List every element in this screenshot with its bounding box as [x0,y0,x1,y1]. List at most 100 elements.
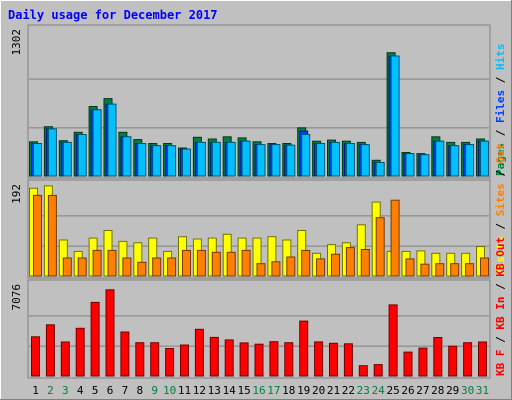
bar-sites-day-6 [107,249,117,277]
chart-panels: 1302 Pages / Files / Hits 192 Visits / Site… [10,24,507,379]
bar-pages-day-6 [107,103,117,177]
x-tick-label-day-28: 28 [431,384,444,397]
bar-kb-f-day-6 [105,289,115,377]
x-tick-label-day-15: 15 [237,384,250,397]
bar-sites-day-26 [405,258,415,277]
x-tick-label-day-31: 31 [476,384,489,397]
x-tick-label-day-7: 7 [122,384,129,397]
bar-pages-day-22 [345,143,355,177]
x-tick-label-day-1: 1 [32,384,39,397]
x-tick-label-day-21: 21 [327,384,340,397]
x-tick-label-day-2: 2 [47,384,54,397]
bar-sites-day-24 [375,217,385,277]
bar-sites-day-27 [420,263,430,277]
panel-visitors: 192 Visits / Sites / Out [10,144,507,279]
legend-entry: Files [494,90,507,123]
bar-sites-day-1 [33,194,42,277]
bar-sites-day-4 [77,257,87,277]
bar-pages-day-11 [182,148,191,177]
bar-pages-day-17 [271,144,281,177]
bar-pages-day-29 [450,145,460,177]
bar-sites-day-30 [465,263,475,277]
legend-separator: / [494,163,507,183]
bar-sites-day-11 [182,249,191,277]
bar-sites-day-31 [480,257,489,277]
bar-sites-day-21 [331,253,340,277]
panel-visitors-ymax-label: 192 [10,184,23,204]
bar-sites-day-14 [226,251,236,277]
bar-kb-f-day-13 [209,336,219,377]
bar-sites-day-20 [316,258,326,277]
x-tick-label-day-5: 5 [92,384,99,397]
bar-sites-day-12 [196,249,206,277]
bar-pages-day-23 [360,144,370,177]
bar-kb-f-day-30 [463,342,473,377]
bar-sites-day-5 [92,249,102,277]
bar-pages-day-20 [316,143,326,177]
bar-sites-day-9 [152,257,162,277]
bar-kb-f-day-20 [314,341,324,377]
bar-pages-day-2 [47,128,57,177]
bar-kb-f-day-16 [254,343,264,377]
x-tick-label-day-24: 24 [372,384,386,397]
bar-kb-f-day-22 [343,343,353,377]
bar-kb-f-day-5 [90,301,100,377]
bar-pages-day-14 [226,141,236,177]
bar-kb-f-day-31 [478,341,487,377]
x-tick-label-day-10: 10 [163,384,176,397]
x-tick-label-day-6: 6 [107,384,114,397]
bar-pages-day-8 [137,143,147,177]
legend-separator: / [494,330,507,350]
bar-kb-f-day-7 [120,331,130,377]
legend-entry: Pages [494,143,507,176]
bar-sites-day-7 [122,257,132,277]
bar-pages-day-5 [92,109,102,177]
bar-pages-day-28 [435,140,445,177]
legend-separator: / [494,123,507,143]
bar-pages-day-15 [241,140,251,177]
bar-kb-f-day-21 [329,342,338,377]
bar-pages-day-30 [465,144,475,177]
bar-sites-day-23 [360,249,370,277]
bar-kb-f-day-1 [31,336,40,377]
bar-pages-day-12 [196,141,206,177]
bar-kb-f-day-18 [284,342,294,377]
x-tick-label-day-18: 18 [282,384,295,397]
bar-pages-day-10 [167,145,177,177]
bar-kb-f-day-12 [194,328,204,377]
x-tick-label-day-22: 22 [342,384,355,397]
legend-entry: Visits [494,236,507,276]
bar-pages-day-19 [301,134,311,177]
bar-kb-f-day-2 [45,324,55,377]
bar-pages-day-24 [375,162,385,177]
panel-kbytes-ymax-label: 7076 [10,284,23,311]
bar-kb-f-day-29 [448,345,458,377]
bar-pages-day-25 [390,55,400,177]
legend-separator: / [494,277,507,297]
x-tick-label-day-17: 17 [267,384,280,397]
bar-sites-day-2 [47,194,57,277]
bar-sites-day-8 [137,261,147,277]
legend-entry: KB Out [494,237,507,277]
bar-kb-f-day-9 [150,342,160,377]
legend-entry: Hits [494,44,507,71]
bar-sites-day-29 [450,263,460,277]
x-tick-label-day-26: 26 [401,384,414,397]
panel-visitors-legend: Visits / Sites / Out [494,144,507,277]
x-tick-label-day-29: 29 [446,384,459,397]
panel-requests-ymax-label: 1302 [10,29,23,56]
x-axis-tick-labels: 1 2 3 4 5 6 7 8 9 10 11 12 13 14 15 16 17 18 19 20 21 22 23 24 2… [32,384,489,397]
bar-kb-f-day-28 [433,337,443,377]
bar-kb-f-day-10 [165,348,175,377]
bar-sites-day-18 [286,256,296,277]
bar-sites-day-28 [435,263,445,277]
legend-entry: Out [494,144,507,164]
bar-pages-day-26 [405,153,415,177]
x-tick-label-day-19: 19 [297,384,310,397]
bar-kb-f-day-8 [135,342,145,377]
x-tick-label-day-27: 27 [416,384,429,397]
x-tick-label-day-13: 13 [208,384,221,397]
panel-requests: 1302 Pages / Files / Hits [10,24,507,179]
bar-kb-f-day-17 [269,341,279,377]
